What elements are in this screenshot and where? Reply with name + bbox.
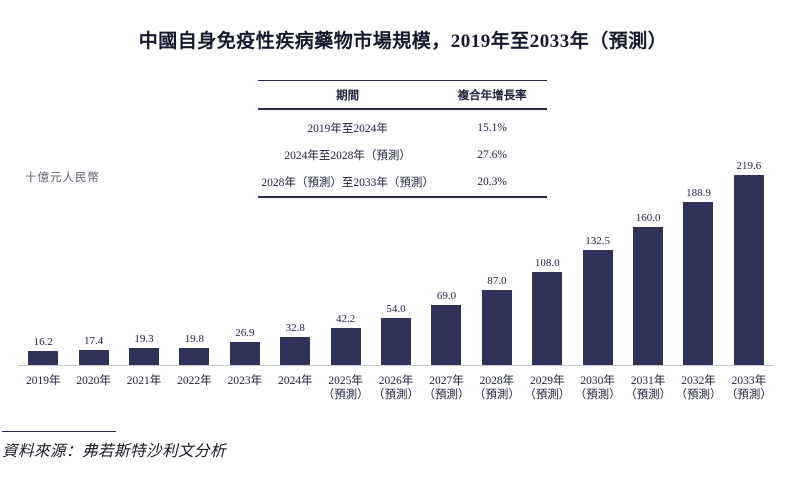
period-cell: 2028年（預測）至2033年（預測） (261, 177, 434, 189)
bar-value-label: 26.9 (235, 327, 255, 339)
cagr-table-header-period: 期間 (258, 80, 438, 110)
bar (129, 348, 160, 365)
bar-value-label: 54.0 (386, 303, 406, 315)
bar-value-label: 69.0 (436, 290, 457, 302)
bar-column: 19.8 (169, 333, 219, 365)
table-row: 2019年至2024年 15.1% (258, 109, 547, 142)
bar-column: 17.4 (68, 335, 118, 365)
bar-chart: 16.2 17.4 19.3 19.8 26.9 32.8 42.2 54.0 69.0 87.0… (18, 160, 774, 402)
bar-column: 132.5 (572, 235, 622, 365)
bar (330, 328, 361, 365)
bar (733, 175, 764, 365)
bar-value-label: 32.8 (285, 322, 305, 334)
plot-area: 16.2 17.4 19.3 19.8 26.9 32.8 42.2 54.0 69.0 87.0… (18, 160, 774, 366)
bar (280, 337, 311, 365)
bar-column: 188.9 (673, 187, 723, 365)
bar (683, 202, 714, 365)
bar-column: 108.0 (522, 257, 572, 365)
x-axis-label: 2021年 (126, 375, 162, 387)
footnote-divider (2, 431, 116, 432)
table-row: 2024年至2028年（預測） 27.6% (258, 142, 547, 169)
x-axis-label: 2028年 （預測） (473, 375, 520, 401)
bar-value-label: 219.6 (736, 160, 762, 172)
bar-value-label: 188.9 (686, 187, 711, 199)
period-cell: 2019年至2024年 (307, 123, 388, 135)
bar-value-label: 17.4 (83, 335, 104, 347)
cagr-table-header-cagr: 複合年增長率 (437, 80, 547, 110)
bar (481, 290, 512, 365)
bar-column: 87.0 (472, 275, 522, 365)
period-cell: 2024年至2028年（預測） (284, 150, 411, 162)
bar (582, 250, 613, 365)
x-axis-label: 2029年 （預測） (524, 375, 571, 401)
x-axis-label: 2033年 （預測） (725, 375, 772, 401)
bar-value-label: 87.0 (487, 275, 507, 287)
bar (229, 342, 260, 365)
x-axis-label: 2022年 (177, 375, 212, 387)
cagr-table: 期間 複合年增長率 2019年至2024年 15.1% 2024年至2028年（… (258, 80, 547, 198)
bar (431, 305, 462, 365)
cagr-table-header-row: 期間 複合年增長率 (258, 80, 547, 110)
bar (532, 272, 563, 365)
bar-column: 54.0 (371, 303, 421, 365)
x-axis-label: 2024年 (277, 375, 313, 387)
bar-value-label: 16.2 (33, 336, 53, 348)
bar (78, 350, 109, 365)
bar-column: 32.8 (270, 322, 320, 365)
bar-column: 26.9 (220, 327, 270, 365)
y-axis-unit-label: 十億元人民幣 (25, 172, 100, 184)
bar-column: 42.2 (320, 313, 370, 365)
bar-value-label: 42.2 (336, 313, 356, 325)
bar-column: 19.3 (119, 333, 169, 365)
x-axis-labels: 2019年 2020年 2021年 2022年 2023年 2024年 2025年 （預測） 2… (18, 366, 774, 402)
cagr-cell: 20.3% (477, 176, 507, 188)
bar (28, 351, 59, 365)
table-row: 2028年（預測）至2033年（預測） 20.3% (258, 169, 547, 197)
bar-column: 160.0 (623, 212, 673, 365)
bar-column: 69.0 (421, 290, 471, 365)
bar-value-label: 108.0 (534, 257, 560, 269)
x-axis-label: 2026年 （預測） (373, 375, 420, 401)
x-axis-label: 2020年 (76, 375, 111, 387)
bar (179, 348, 210, 365)
x-axis-label: 2027年 （預測） (423, 375, 470, 401)
source-text: 資料來源：弗若斯特沙利文分析 (2, 443, 227, 460)
x-axis-label: 2025年 （預測） (322, 375, 369, 401)
x-axis-label: 2023年 (227, 375, 263, 387)
bar-column: 16.2 (18, 336, 68, 365)
bar-value-label: 19.3 (134, 333, 154, 345)
bar-column: 219.6 (724, 160, 774, 365)
cagr-cell: 27.6% (477, 149, 507, 161)
x-axis-label: 2032年 （預測） (675, 375, 722, 401)
bar-value-label: 132.5 (585, 235, 611, 247)
bar (633, 227, 664, 365)
bar-value-label: 160.0 (635, 212, 661, 224)
x-axis-label: 2019年 (25, 375, 61, 387)
bar (381, 318, 412, 365)
x-axis-label: 2031年 （預測） (625, 375, 672, 401)
x-axis-label: 2030年 （預測） (574, 375, 621, 401)
cagr-cell: 15.1% (477, 122, 507, 134)
page-title: 中國自身免疫性疾病藥物市場規模，2019年至2033年（預測） (138, 31, 668, 52)
bar-value-label: 19.8 (184, 333, 205, 345)
source-note: 資料來源：弗若斯特沙利文分析 (2, 431, 226, 461)
